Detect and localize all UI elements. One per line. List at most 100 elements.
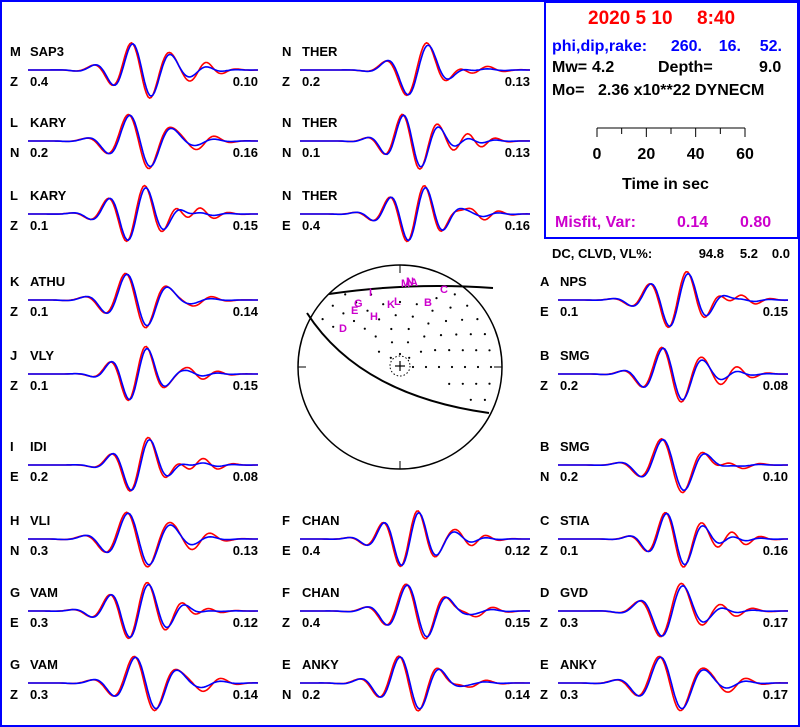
synthetic-waveform-anky-z [558, 656, 788, 710]
synthetic-waveform-ther-n [300, 114, 530, 168]
station-name-chan-z: CHAN [302, 585, 340, 600]
station-name-vam-e: VAM [30, 585, 58, 600]
synthetic-waveform-vam-z [28, 656, 259, 710]
station-name-idi-e: IDI [30, 439, 47, 454]
compression-dot [475, 349, 478, 352]
compression-dot [448, 349, 451, 352]
station-letter-kary-n: L [10, 115, 18, 130]
amplitude-vly-z: 0.15 [233, 378, 258, 393]
station-name-chan-e: CHAN [302, 513, 340, 528]
weight-athu-z: 0.1 [30, 304, 48, 319]
source-info-box: 2020 5 10 8:40 phi,dip,rake: 260. 16. 52… [544, 1, 799, 239]
synthetic-waveform-kary-z [28, 186, 258, 242]
weight-gvd-z: 0.3 [560, 615, 578, 630]
dc-value: 94.8 [699, 246, 724, 261]
component-chan-e: E [282, 543, 291, 558]
moment-value: 2.36 x10**22 DYNECM [598, 82, 764, 99]
compression-dot [434, 349, 437, 352]
compression-dot [377, 350, 381, 353]
trace-athu-z: K ATHU Z 0.1 0.14 [10, 272, 259, 329]
trace-sap3-z: M SAP3 Z 0.4 0.10 [10, 41, 259, 100]
trace-gvd-z: D GVD Z 0.3 0.17 [540, 582, 788, 638]
station-name-ther-e: THER [302, 188, 338, 203]
variance-reduction-value: 0.80 [740, 214, 771, 231]
clvd-value: 5.2 [740, 246, 758, 261]
time-tick-label-60: 60 [736, 146, 754, 163]
station-letter-ther-e: N [282, 188, 291, 203]
compression-dot [489, 365, 493, 369]
compression-dot [352, 319, 356, 323]
station-mark-m: M [401, 278, 410, 290]
compression-dot [411, 365, 415, 369]
p-axis-ring [389, 355, 411, 377]
amplitude-kary-n: 0.16 [233, 145, 258, 160]
station-name-nps-e: NPS [560, 274, 587, 289]
component-vly-z: Z [10, 378, 18, 393]
trace-kary-z: L KARY Z 0.1 0.15 [10, 184, 258, 243]
compression-dot [407, 327, 410, 331]
station-letter-anky-n: E [282, 657, 291, 672]
component-kary-z: Z [10, 218, 18, 233]
compression-dot [398, 300, 402, 304]
station-letter-vam-z: G [10, 657, 20, 672]
station-mark-g: G [354, 298, 363, 310]
weight-anky-z: 0.3 [560, 687, 578, 702]
amplitude-vam-e: 0.12 [233, 615, 258, 630]
trace-vam-z: G VAM Z 0.3 0.14 [10, 655, 259, 712]
compression-dot [424, 365, 428, 369]
station-letter-smg-n: B [540, 439, 549, 454]
station-letter-athu-z: K [10, 274, 20, 289]
compression-dot [476, 318, 479, 321]
station-name-athu-z: ATHU [30, 274, 65, 289]
synthetic-waveform-vly-z [28, 347, 258, 401]
weight-vam-e: 0.3 [30, 615, 48, 630]
station-name-vly-z: VLY [30, 348, 54, 363]
station-mark-h: H [370, 311, 378, 323]
compression-dot [450, 365, 454, 369]
info-box-frame [544, 1, 799, 239]
trace-vly-z: J VLY Z 0.1 0.15 [10, 345, 258, 402]
station-name-ther-n: THER [302, 115, 338, 130]
amplitude-vli-n: 0.13 [233, 543, 258, 558]
station-name-anky-z: ANKY [560, 657, 597, 672]
station-letter-stia-z: C [540, 513, 550, 528]
compression-dot [461, 382, 464, 385]
station-letter-gvd-z: D [540, 585, 549, 600]
mw-value: 4.2 [592, 59, 614, 76]
compression-dot [415, 303, 418, 306]
station-letter-vam-e: G [10, 585, 20, 600]
amplitude-kary-z: 0.15 [233, 218, 258, 233]
station-letter-idi-e: I [10, 439, 14, 454]
weight-ther-n: 0.1 [302, 145, 320, 160]
compression-quadrant-dots [321, 293, 493, 401]
trace-smg-n: B SMG N 0.2 0.10 [540, 437, 789, 494]
time-tick-label-20: 20 [637, 146, 655, 163]
compression-dot [374, 335, 377, 338]
compression-dot [355, 301, 358, 304]
compression-dot [469, 333, 472, 336]
compression-dot [411, 315, 414, 318]
compression-dot [331, 304, 334, 307]
station-letter-anky-z: E [540, 657, 549, 672]
station-mark-k: K [387, 299, 395, 311]
station-mark-d: D [339, 323, 347, 335]
compression-dot [439, 334, 443, 337]
strike-value: 260. [671, 38, 702, 55]
compression-dot [488, 349, 491, 352]
compression-dot [488, 382, 491, 385]
compression-dot [408, 356, 411, 359]
station-mark-b: B [424, 297, 432, 309]
trace-smg-z: B SMG Z 0.2 0.08 [540, 346, 788, 403]
station-mark-i: I [369, 287, 372, 299]
time-scale-axis: 0 20 40 60 [593, 127, 754, 163]
trace-idi-e: I IDI E 0.2 0.08 [10, 436, 258, 493]
synthetic-waveform-chan-e [300, 511, 530, 567]
trace-ther-z: N THER Z 0.2 0.13 [282, 41, 531, 97]
component-vli-n: N [10, 543, 19, 558]
mw-label: Mw= [552, 59, 587, 76]
weight-smg-z: 0.2 [560, 378, 578, 393]
station-letter-nps-e: A [540, 274, 550, 289]
amplitude-anky-n: 0.14 [505, 687, 531, 702]
synthetic-waveform-anky-n [300, 656, 530, 710]
